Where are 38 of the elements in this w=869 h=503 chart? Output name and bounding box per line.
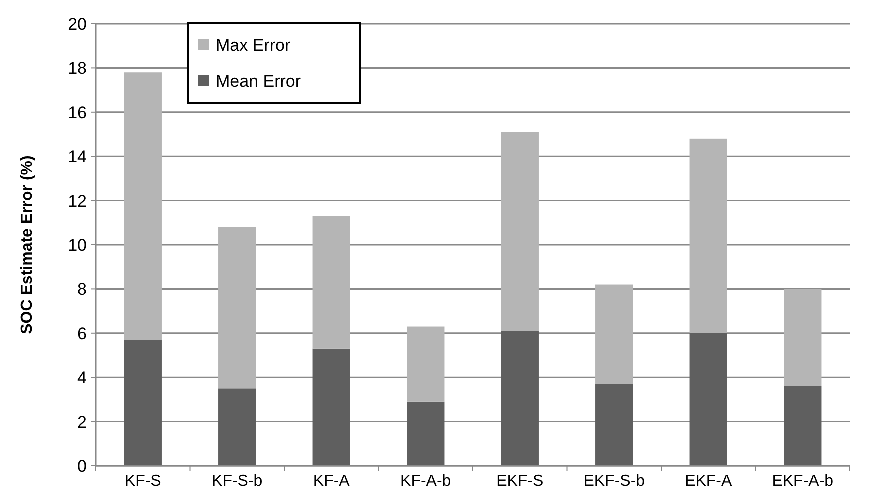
y-tick-label: 18 <box>68 59 87 78</box>
bar <box>596 384 634 466</box>
bar <box>690 333 728 466</box>
x-tick-label: KF-S-b <box>212 473 263 490</box>
y-tick-label: 4 <box>78 368 87 388</box>
bar <box>407 326 445 402</box>
y-axis-title: SOC Estimate Error (%) <box>19 156 36 334</box>
bar <box>784 386 822 466</box>
bar <box>312 216 350 349</box>
y-tick-label: 6 <box>78 324 87 344</box>
x-tick-label: EKF-S <box>496 473 544 490</box>
bar <box>218 388 256 466</box>
y-tick-label: 12 <box>68 192 87 211</box>
y-tick-label: 16 <box>68 103 87 122</box>
bar <box>124 72 162 340</box>
bar <box>784 289 822 386</box>
y-tick-label: 20 <box>68 14 87 34</box>
y-tick-label: 8 <box>78 280 87 300</box>
x-tick-label: KF-A-b <box>400 473 452 490</box>
bar <box>218 227 256 389</box>
legend-label: Mean Error <box>216 72 302 91</box>
x-tick-label: KF-S <box>124 473 162 490</box>
bar <box>501 331 539 466</box>
legend-label: Max Error <box>216 36 291 55</box>
bar <box>501 132 539 332</box>
bar <box>312 348 350 466</box>
x-tick-label: EKF-A-b <box>772 473 834 490</box>
y-tick-label: 10 <box>68 236 87 255</box>
bar <box>124 340 162 466</box>
x-tick-label: EKF-S-b <box>584 473 646 490</box>
x-tick-label: EKF-A <box>685 473 733 490</box>
y-tick-label: 2 <box>78 412 87 432</box>
bar <box>690 138 728 334</box>
bar <box>596 284 634 384</box>
y-tick-label: 14 <box>68 148 87 167</box>
y-tick-label: 0 <box>78 456 87 476</box>
bar <box>407 402 445 466</box>
x-tick-label: KF-A <box>313 473 350 490</box>
